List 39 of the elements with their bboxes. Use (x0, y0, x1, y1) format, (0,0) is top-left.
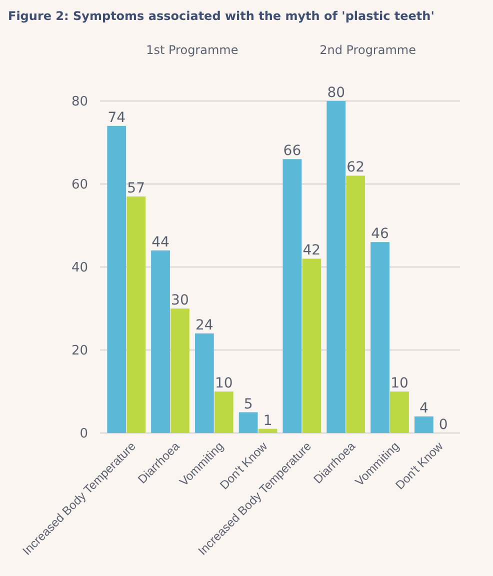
data-label: 80 (327, 85, 346, 101)
data-label: 62 (346, 160, 364, 176)
bar (326, 101, 346, 433)
data-label: 5 (244, 396, 253, 412)
bar (414, 416, 434, 433)
bar (258, 428, 278, 433)
data-label: 10 (214, 376, 233, 392)
bar (282, 159, 302, 433)
bar (346, 176, 366, 433)
bar (302, 258, 322, 433)
bar (126, 196, 146, 433)
bar (390, 392, 409, 433)
data-label: 42 (302, 242, 321, 259)
data-label: 4 (419, 400, 428, 416)
bar (238, 412, 258, 433)
data-label: 10 (390, 376, 408, 392)
text: 2nd Programme (320, 43, 416, 57)
data-label: 66 (283, 143, 302, 160)
bar (194, 333, 214, 433)
data-label: 57 (127, 180, 145, 196)
bar (370, 242, 390, 433)
bar (107, 126, 126, 433)
y-tick-label: 60 (71, 178, 88, 193)
chart-title: Figure 2: Symptoms associated with the myth of 'plastic teeth' (8, 9, 434, 23)
data-label: 30 (171, 292, 189, 308)
data-label: 44 (152, 234, 170, 250)
y-tick-label: 20 (71, 344, 88, 359)
bar (151, 250, 170, 433)
y-tick-label: 80 (71, 94, 88, 110)
y-tick-label: 0 (80, 426, 88, 442)
data-label: 1 (263, 412, 272, 429)
data-label: 24 (196, 317, 214, 334)
data-label: 74 (108, 110, 126, 126)
text: 1st Programme (146, 43, 238, 57)
y-tick-label: 40 (71, 260, 88, 276)
bar (214, 392, 234, 433)
data-label: 0 (438, 417, 448, 433)
data-label: 46 (371, 226, 390, 242)
bar (170, 308, 190, 433)
